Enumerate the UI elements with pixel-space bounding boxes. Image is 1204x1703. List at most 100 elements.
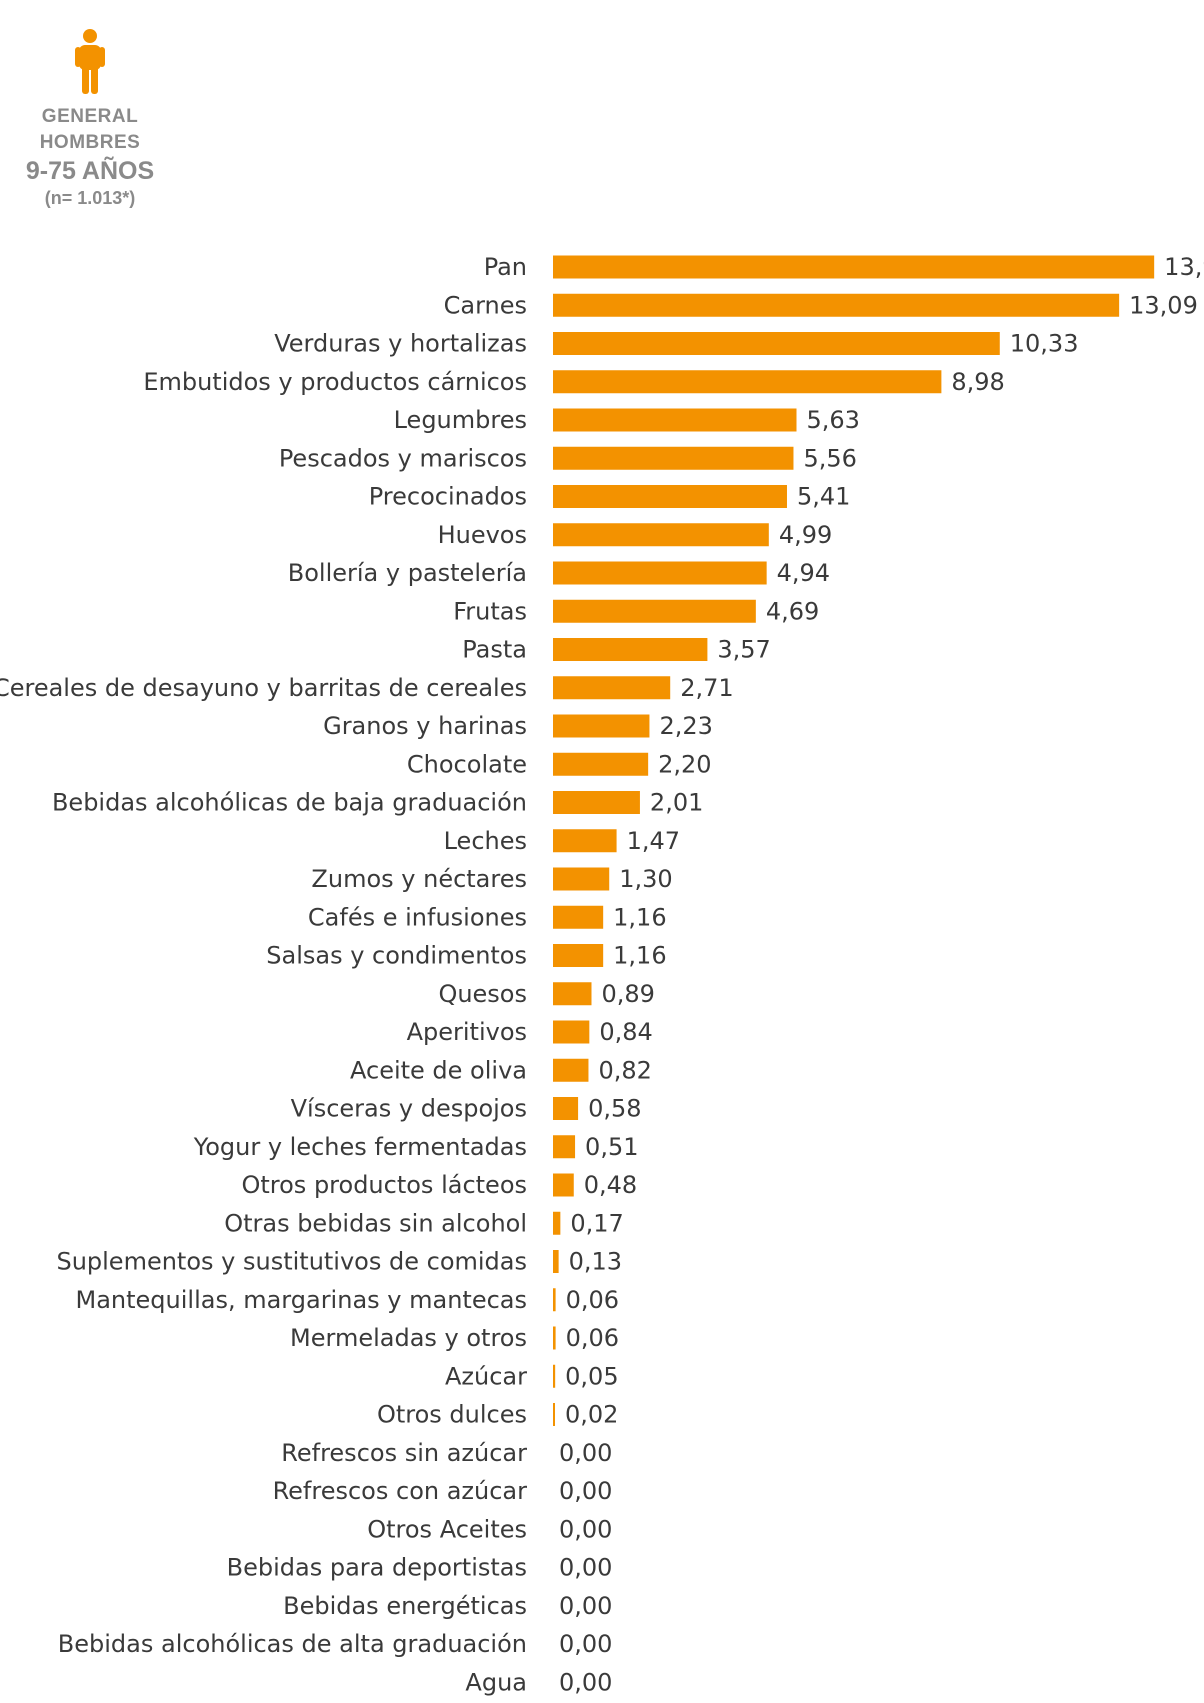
value-label: 5,63: [806, 406, 859, 434]
value-label: 1,16: [613, 903, 666, 931]
category-label: Bebidas alcohólicas de baja graduación: [52, 789, 527, 817]
bar: [553, 255, 1155, 279]
category-label: Bebidas energéticas: [283, 1592, 527, 1620]
value-label: 0,13: [569, 1248, 622, 1276]
category-label: Frutas: [453, 597, 527, 625]
value-label: 0,89: [601, 980, 654, 1008]
header-age-range: 9-75 AÑOS: [25, 157, 155, 185]
value-label: 0,00: [559, 1668, 612, 1696]
category-label: Refrescos sin azúcar: [281, 1439, 527, 1467]
category-label: Yogur y leches fermentadas: [193, 1133, 527, 1161]
bar: [553, 791, 640, 814]
value-label: 4,99: [779, 521, 832, 549]
value-label: 0,06: [566, 1324, 619, 1352]
header-sample-size: (n= 1.013*): [44, 188, 136, 208]
category-label: Legumbres: [394, 406, 527, 434]
category-label: Bebidas para deportistas: [227, 1554, 527, 1582]
value-label: 0,00: [559, 1515, 612, 1543]
value-label: 1,30: [619, 865, 672, 893]
bar: [553, 485, 787, 508]
value-label: 4,69: [766, 597, 819, 625]
value-label: 0,06: [566, 1286, 619, 1314]
category-label: Otros productos lácteos: [241, 1171, 527, 1199]
value-label: 13,09: [1129, 291, 1198, 319]
category-label: Mermeladas y otros: [290, 1324, 527, 1352]
bar: [553, 1058, 589, 1082]
value-label: 2,01: [650, 789, 703, 817]
bar: [553, 293, 1120, 317]
category-label: Precocinados: [369, 483, 527, 511]
category-label: Chocolate: [407, 750, 527, 778]
value-label: 0,00: [559, 1630, 612, 1658]
category-label: Bebidas alcohólicas de alta graduación: [58, 1630, 527, 1658]
bar: [553, 370, 942, 394]
value-label: 8,98: [951, 368, 1004, 396]
category-label: Bollería y pastelería: [288, 559, 527, 587]
header-hombres: HOMBRES: [39, 132, 141, 153]
category-label: Pasta: [462, 636, 527, 664]
value-label: 10,33: [1010, 330, 1079, 358]
value-label: 13,9: [1164, 253, 1204, 281]
category-label: Mantequillas, margarinas y mantecas: [76, 1286, 528, 1314]
bar: [553, 1326, 556, 1350]
category-label: Vísceras y despojos: [291, 1095, 527, 1123]
bar: [553, 599, 756, 623]
bar: [553, 1364, 556, 1388]
value-label: 2,71: [680, 674, 733, 702]
value-label: 0,17: [570, 1209, 623, 1237]
person-icon: [75, 29, 105, 94]
bar: [553, 905, 604, 929]
value-label: 1,16: [613, 942, 666, 970]
value-label: 0,84: [599, 1018, 652, 1046]
category-label: Otras bebidas sin alcohol: [224, 1209, 527, 1237]
value-label: 5,56: [803, 444, 856, 472]
value-label: 3,57: [717, 636, 770, 664]
bar: [553, 829, 617, 853]
category-label: Cereales de desayuno y barritas de cerea…: [0, 674, 527, 702]
bar: [553, 638, 708, 661]
value-label: 0,00: [559, 1439, 612, 1467]
bar: [553, 1135, 576, 1159]
category-label: Embutidos y productos cárnicos: [143, 368, 527, 396]
category-label: Salsas y condimentos: [266, 942, 527, 970]
category-label: Refrescos con azúcar: [273, 1477, 528, 1505]
category-label: Pan: [484, 253, 527, 281]
category-label: Cafés e infusiones: [308, 903, 527, 931]
value-label: 0,58: [588, 1095, 641, 1123]
bar: [553, 1173, 574, 1197]
bar: [553, 867, 610, 891]
category-label: Azúcar: [445, 1362, 527, 1390]
bar: [553, 1097, 579, 1120]
category-label: Otros Aceites: [367, 1515, 527, 1543]
bar: [553, 561, 767, 585]
category-label: Suplementos y sustitutivos de comidas: [56, 1248, 527, 1276]
category-label: Leches: [444, 827, 527, 855]
bar: [553, 1288, 556, 1312]
bar: [553, 1250, 559, 1273]
bar: [553, 1403, 555, 1426]
bar: [553, 752, 649, 776]
bar: [553, 332, 1000, 355]
bar: [553, 523, 769, 547]
category-label: Granos y harinas: [323, 712, 527, 740]
value-label: 0,00: [559, 1477, 612, 1505]
category-label: Aperitivos: [407, 1018, 527, 1046]
value-label: 0,48: [584, 1171, 637, 1199]
bar: [553, 408, 797, 432]
value-label: 0,00: [559, 1592, 612, 1620]
value-label: 0,82: [598, 1056, 651, 1084]
category-label: Zumos y néctares: [311, 865, 527, 893]
bar: [553, 1211, 561, 1235]
bar: [553, 446, 794, 470]
bar: [553, 676, 671, 700]
category-label: Aceite de oliva: [350, 1056, 527, 1084]
value-label: 5,41: [797, 483, 850, 511]
category-label: Pescados y mariscos: [279, 444, 527, 472]
category-label: Verduras y hortalizas: [274, 330, 527, 358]
bar: [553, 944, 604, 967]
category-label: Agua: [465, 1668, 527, 1696]
category-label: Carnes: [444, 291, 527, 319]
bar: [553, 1020, 590, 1044]
category-label: Otros dulces: [377, 1401, 527, 1429]
